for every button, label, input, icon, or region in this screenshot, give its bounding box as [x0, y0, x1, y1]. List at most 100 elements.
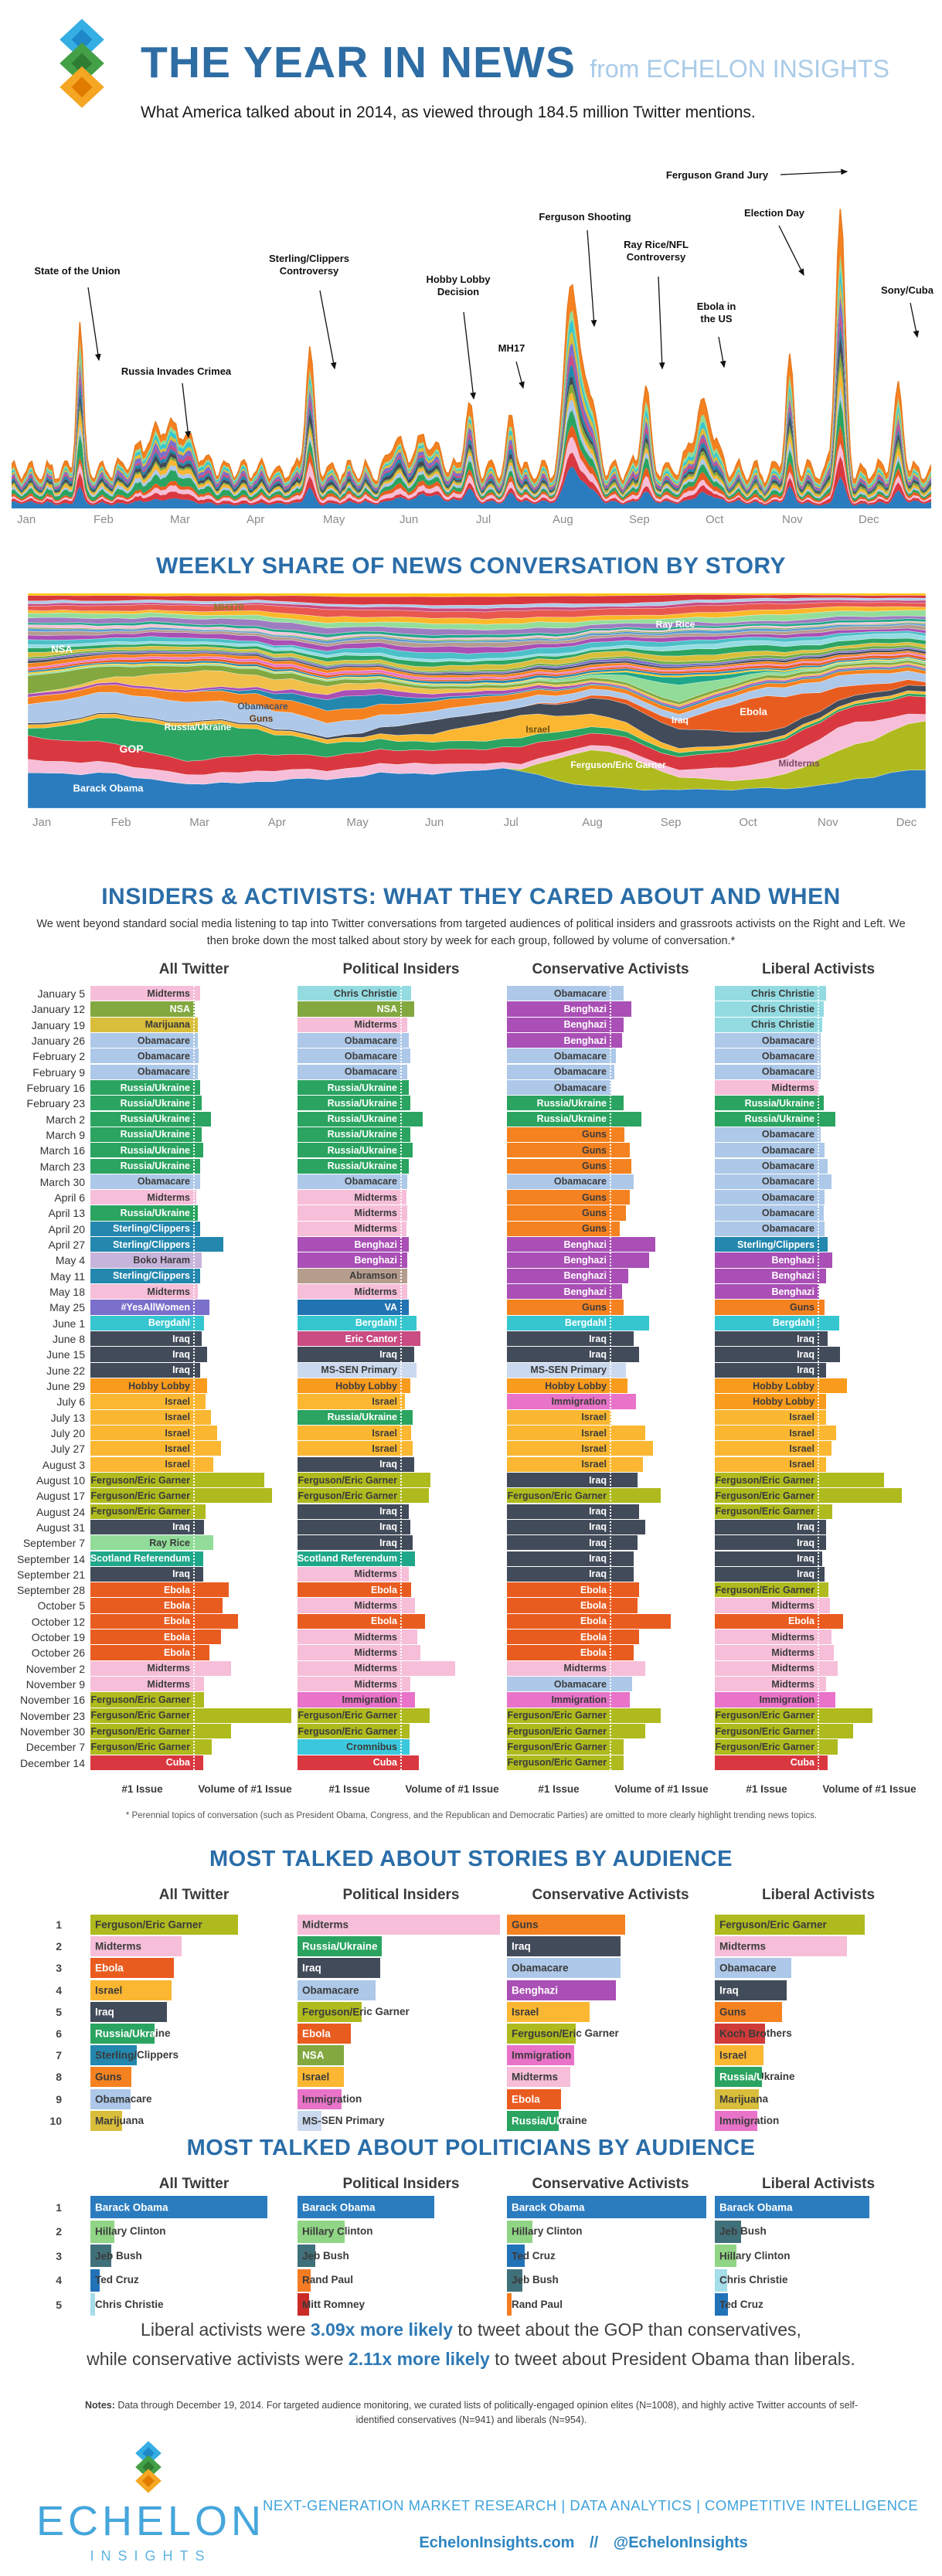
weekly-cell-label: Ebola — [580, 1647, 607, 1659]
weekly-cell: Iraq — [90, 1331, 202, 1347]
month-label: Jan — [17, 513, 36, 526]
weekly-cell: Ferguson/Eric Garner — [507, 1708, 661, 1723]
weekly-cell-label: Ray Rice — [149, 1537, 190, 1548]
ranked-bar: Iraq — [90, 2001, 167, 2022]
bar-label: Guns — [719, 2006, 746, 2018]
month-label: Nov — [818, 816, 838, 829]
axis-label-issue: #1 Issue — [328, 1783, 370, 1795]
ranked-bar: Russia/Ukraine — [715, 2067, 762, 2088]
weekly-cell-label: Hobby Lobby — [128, 1380, 190, 1392]
week-date-label: December 14 — [19, 1756, 85, 1769]
page-title-block: THE YEAR IN NEWS from ECHELON INSIGHTS — [141, 37, 889, 88]
weekly-cell: VA — [298, 1300, 409, 1315]
weekly-cell-label: Benghazi — [771, 1286, 814, 1297]
weekly-cell: Israel — [507, 1441, 653, 1456]
bar-label: Ted Cruz — [719, 2299, 728, 2310]
weekly-cell-label: Iraq — [797, 1364, 814, 1376]
weekly-cell-label: Benghazi — [563, 1270, 607, 1282]
weekly-cell-label: Cuba — [372, 1757, 397, 1769]
weekly-cell-label: Israel — [165, 1459, 190, 1470]
bar-label: Jeb Bush — [95, 2250, 111, 2262]
likely-l2-stat: 2.11x more likely — [348, 2349, 490, 2369]
weekly-cell: Midterms — [715, 1660, 838, 1676]
weekly-cell-label: Iraq — [379, 1459, 397, 1470]
bar-label-outside: Ted Cruz — [95, 2274, 139, 2285]
ranked-bar: Obamacare — [298, 1980, 376, 2000]
weekly-cell-label: Midterms — [147, 1191, 190, 1203]
week-date-label: August 3 — [42, 1458, 85, 1471]
bar-label: Midterms — [512, 2071, 559, 2083]
weekly-cell-label: MS-SEN Primary — [530, 1364, 607, 1376]
weekly-cell-label: Ferguson/Eric Garner — [90, 1725, 190, 1737]
weekly-cell: Russia/Ukraine — [298, 1096, 410, 1111]
weekly-cell-label: Israel — [581, 1443, 607, 1454]
weekly-cell: Ferguson/Eric Garner — [715, 1708, 872, 1723]
weekly-cell-label: Bergdahl — [772, 1317, 814, 1329]
axis-label-issue: #1 Issue — [538, 1783, 580, 1795]
weekly-cell-label: Midterms — [771, 1631, 814, 1643]
weekly-cell-label: Israel — [372, 1443, 397, 1454]
weekly-cell: Russia/Ukraine — [90, 1127, 202, 1143]
weekly-cell: Russia/Ukraine — [298, 1079, 409, 1096]
daily-volume-chart — [12, 161, 931, 508]
weekly-cell-label: Midterms — [563, 1663, 607, 1674]
ranked-bar: Ferguson/Eric Garner — [298, 2001, 362, 2022]
month-label: Dec — [859, 513, 879, 526]
weekly-cell-label: Midterms — [147, 987, 190, 999]
footer-brand-sub: INSIGHTS — [90, 2548, 212, 2564]
weekly-cell-label: Obamacare — [761, 1208, 814, 1219]
weekly-cell: Midterms — [298, 1660, 455, 1676]
weekly-cell: Ray Rice — [90, 1535, 213, 1551]
stream-label: Ray Rice — [655, 619, 695, 630]
weekly-cell: Ebola — [507, 1598, 638, 1613]
weekly-cell: Hobby Lobby — [507, 1378, 627, 1394]
bar-label: Jeb Bush — [719, 2225, 741, 2238]
daily-area-layer — [12, 366, 931, 498]
weekly-cell: Iraq — [715, 1535, 826, 1551]
weekly-cell-label: Benghazi — [563, 1035, 607, 1046]
weekly-cell-label: Iraq — [589, 1537, 607, 1548]
page-title: THE YEAR IN NEWS — [141, 38, 576, 87]
weekly-cell: Iraq — [298, 1535, 413, 1551]
weekly-cell: Israel — [715, 1441, 831, 1456]
weekly-cell: #YesAllWomen — [90, 1300, 209, 1315]
weekly-cell: Hobby Lobby — [715, 1378, 847, 1394]
week-date-label: April 6 — [54, 1191, 85, 1205]
weekly-cell-label: Midterms — [354, 1191, 397, 1203]
weekly-cell-label: Obamacare — [761, 1191, 814, 1203]
politicians-title: MOST TALKED ABOUT POLITICIANS BY AUDIENC… — [186, 2136, 756, 2160]
bar-label: Guns — [512, 1918, 539, 1931]
weekly-cell: Benghazi — [507, 1237, 655, 1252]
daily-area-layer — [12, 268, 931, 491]
ranked-bar: Israel — [90, 1980, 172, 2000]
weekly-cell: Israel — [298, 1425, 411, 1441]
weekly-cell-label: Israel — [165, 1412, 190, 1423]
stream-label: Guns — [249, 713, 274, 724]
stream-label: Iraq — [671, 715, 689, 726]
ranked-bar: Marijuana — [715, 2088, 759, 2109]
weekly-cell: Benghazi — [507, 1252, 649, 1268]
weekly-cell-label: Israel — [789, 1427, 814, 1439]
weekly-cell-label: Obamacare — [553, 1176, 607, 1188]
ranked-bar: Ferguson/Eric Garner — [715, 1915, 865, 1935]
weekly-cell: Israel — [90, 1394, 206, 1409]
ranked-bar: Israel — [507, 2001, 590, 2022]
weekly-cell: Guns — [507, 1221, 620, 1236]
rank-number: 1 — [56, 2200, 62, 2214]
weekly-cell-label: Iraq — [589, 1474, 607, 1486]
weekly-cell: Obamacare — [507, 986, 624, 1001]
weekly-cell-label: Ferguson/Eric Garner — [715, 1584, 814, 1596]
axis-label-volume: Volume of #1 Issue — [614, 1783, 709, 1795]
weekly-cell: Obamacare — [715, 1064, 821, 1079]
weekly-cell: Iraq — [715, 1347, 840, 1362]
ranked-bar: NSA — [298, 2045, 344, 2066]
footer-site-link[interactable]: EchelonInsights.com — [419, 2534, 575, 2551]
rank-number: 10 — [49, 2114, 62, 2127]
weekly-cell: Bergdahl — [507, 1315, 649, 1330]
page-title-suffix: from ECHELON INSIGHTS — [590, 55, 889, 83]
weekly-cell-label: Obamacare — [553, 1082, 607, 1093]
audience-header: Conservative Activists — [532, 2176, 689, 2192]
footer-twitter-handle[interactable]: @EchelonInsights — [613, 2534, 748, 2551]
weekly-cell: NSA — [90, 1001, 195, 1017]
weekly-cell: Russia/Ukraine — [90, 1143, 203, 1158]
